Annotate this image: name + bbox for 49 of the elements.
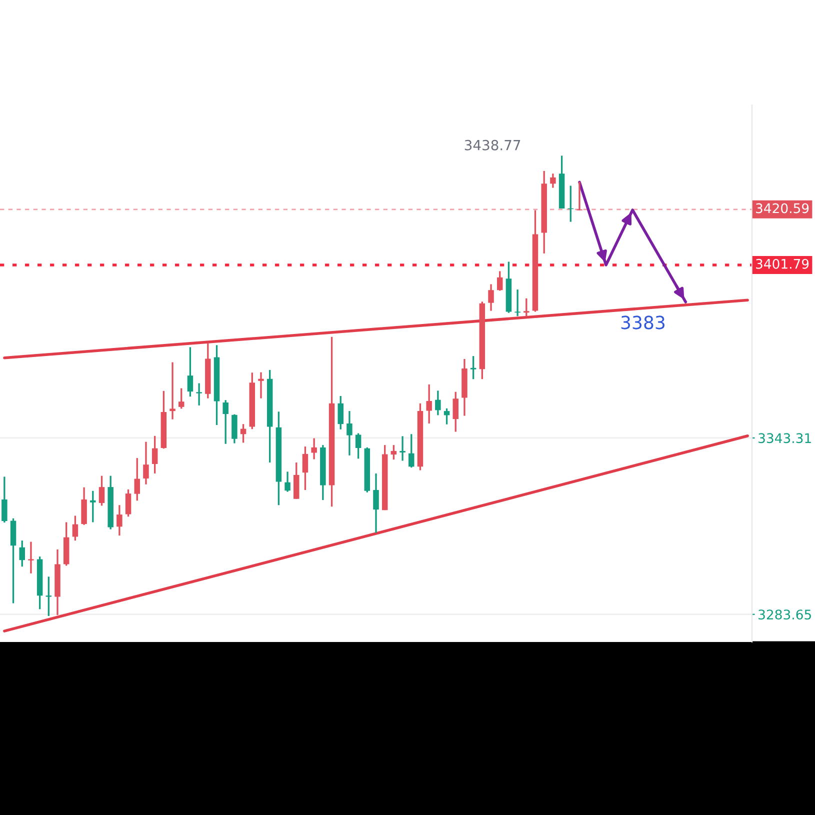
ref-line-label: 3420.59 bbox=[756, 203, 809, 214]
candlestick bbox=[196, 382, 202, 406]
candlestick bbox=[524, 298, 530, 318]
candlestick bbox=[426, 384, 432, 424]
candlestick bbox=[346, 410, 352, 456]
candlestick bbox=[294, 462, 300, 500]
candlestick bbox=[258, 371, 264, 400]
candlestick bbox=[28, 540, 34, 574]
candlestick bbox=[143, 440, 149, 486]
candlestick bbox=[125, 488, 132, 518]
candlestick bbox=[550, 172, 556, 189]
candlestick bbox=[444, 408, 450, 426]
candlestick bbox=[72, 514, 78, 542]
ref-line-label: 3401.79 bbox=[756, 258, 809, 269]
annotation: 3438.77 bbox=[464, 140, 520, 150]
candlestick bbox=[232, 413, 238, 444]
candlestick bbox=[488, 283, 494, 312]
candlestick bbox=[152, 435, 158, 474]
candlestick bbox=[496, 270, 503, 292]
candlestick bbox=[408, 433, 414, 468]
candlestick bbox=[576, 181, 582, 212]
candlestick bbox=[373, 472, 379, 534]
candlestick bbox=[390, 444, 397, 460]
candlestick bbox=[435, 390, 441, 416]
candlestick bbox=[311, 437, 317, 460]
candlestick bbox=[187, 346, 194, 398]
candlestick bbox=[170, 361, 176, 420]
candlestick bbox=[400, 435, 406, 462]
candlestick bbox=[134, 457, 140, 502]
candlestick bbox=[90, 490, 96, 524]
candlestick bbox=[178, 387, 184, 410]
candlestick bbox=[98, 474, 105, 507]
candlestick bbox=[116, 504, 122, 536]
candlestick bbox=[514, 288, 520, 317]
candlestick bbox=[302, 446, 308, 491]
candlestick bbox=[470, 355, 476, 380]
candlestick bbox=[19, 540, 25, 568]
line-series bbox=[578, 180, 688, 304]
candlestick bbox=[338, 395, 344, 430]
candlestick bbox=[2, 476, 8, 524]
y-tick-label: 3283.65 bbox=[758, 610, 811, 620]
candlestick bbox=[284, 470, 290, 493]
candlestick bbox=[355, 432, 362, 460]
y-tick-label: 3343.31 bbox=[758, 433, 811, 444]
candlestick bbox=[46, 576, 52, 617]
candlestick bbox=[240, 423, 246, 444]
annotation: 3383 bbox=[621, 316, 664, 330]
candlestick bbox=[222, 399, 228, 445]
candlestick bbox=[452, 391, 458, 433]
